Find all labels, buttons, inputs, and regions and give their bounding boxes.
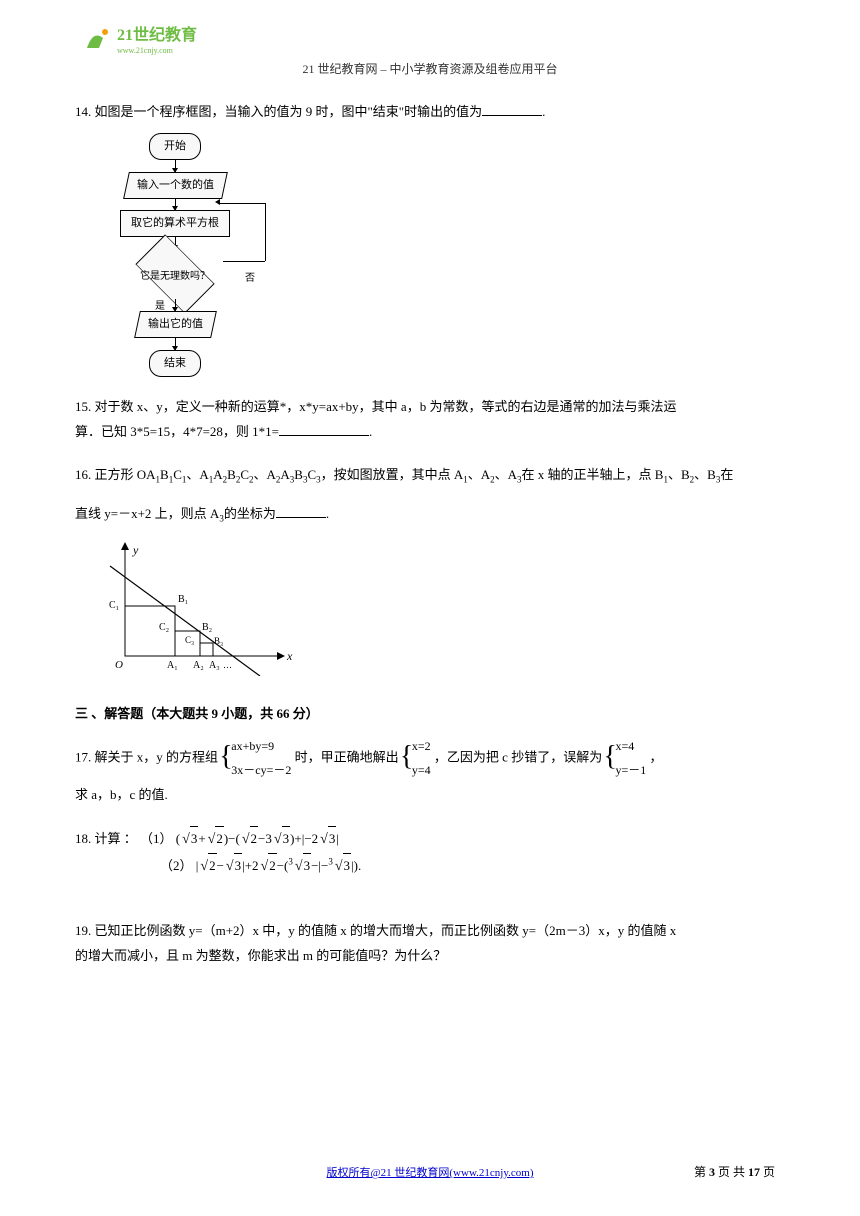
q16-blank bbox=[276, 504, 326, 518]
svg-text:C₂: C₂ bbox=[159, 622, 169, 633]
svg-text:A₁: A₁ bbox=[167, 660, 178, 671]
flow-decision: 它是无理数吗？ bbox=[125, 249, 225, 299]
flow-output: 输出它的值 bbox=[134, 311, 217, 338]
flow-input: 输入一个数的值 bbox=[123, 172, 228, 199]
q14-flowchart: 开始 输入一个数的值 取它的算术平方根 它是无理数吗？ 是 否 输出它的值 结束 bbox=[105, 133, 785, 377]
q16-graph: y x O C₁ B₁ C₂ B₂ C₃ B₃ A₁ A₂ A₃ … bbox=[105, 536, 785, 685]
question-18: 18. 计算 ： （1） (3+2)−(2−33)+|−23| （2） |2−3… bbox=[75, 826, 785, 881]
svg-text:A₂: A₂ bbox=[193, 660, 204, 671]
svg-text:B₁: B₁ bbox=[178, 594, 188, 605]
q17-system-3: x=4 y=－1 bbox=[605, 734, 646, 783]
svg-text:A₃: A₃ bbox=[209, 660, 220, 671]
question-17: 17. 解关于 x，y 的方程组 ax+by=9 3x－cy=－2 时，甲正确地… bbox=[75, 734, 785, 808]
svg-text:B₂: B₂ bbox=[202, 622, 212, 633]
flow-sqrt: 取它的算术平方根 bbox=[120, 210, 230, 237]
header-tagline: 21 世纪教育网 – 中小学教育资源及组卷应用平台 bbox=[0, 60, 860, 77]
site-logo: 21世纪教育 www.21cnjy.com bbox=[75, 20, 225, 64]
question-15: 15. 对于数 x、y，定义一种新的运算*，x*y=ax+by，其中 a，b 为… bbox=[75, 395, 785, 444]
svg-text:y: y bbox=[132, 543, 139, 557]
q19-line2: 的增大而减小，且 m 为整数，你能求出 m 的可能值吗？为什么？ bbox=[75, 948, 446, 963]
flow-end: 结束 bbox=[149, 350, 201, 377]
q18-expr-2: |2−3|+22−(33−|−33|). bbox=[196, 858, 361, 873]
svg-text:O: O bbox=[115, 659, 123, 671]
svg-text:C₁: C₁ bbox=[109, 600, 119, 611]
section-3-title: 三 、解答题（本大题共 9 小题，共 66 分） bbox=[75, 703, 785, 722]
q15-line1: 15. 对于数 x、y，定义一种新的运算*，x*y=ax+by，其中 a，b 为… bbox=[75, 399, 676, 414]
logo-main-text: 21世纪教育 bbox=[117, 25, 197, 44]
question-16: 16. 正方形 OA1B1C1、A1A2B2C2、A2A3B3C3，按如图放置，… bbox=[75, 463, 785, 685]
q15-line2: 算．已知 3*5=15，4*7=28，则 1*1= bbox=[75, 424, 279, 439]
page-number: 第 3 页 共 17 页 bbox=[694, 1163, 775, 1180]
question-14: 14. 如图是一个程序框图，当输入的值为 9 时，图中"结束"时输出的值为. 开… bbox=[75, 100, 785, 377]
q17-line2: 求 a，b，c 的值. bbox=[75, 787, 168, 802]
svg-text:x: x bbox=[286, 649, 293, 663]
page-content: 14. 如图是一个程序框图，当输入的值为 9 时，图中"结束"时输出的值为. 开… bbox=[75, 100, 785, 986]
question-19: 19. 已知正比例函数 y=（m+2）x 中，y 的值随 x 的增大而增大，而正… bbox=[75, 919, 785, 968]
flow-no-label: 否 bbox=[245, 269, 255, 288]
flow-start: 开始 bbox=[149, 133, 201, 160]
q19-line1: 19. 已知正比例函数 y=（m+2）x 中，y 的值随 x 的增大而增大，而正… bbox=[75, 923, 676, 938]
q18-expr-1: (3+2)−(2−33)+|−23| bbox=[176, 831, 339, 846]
q15-blank bbox=[279, 422, 369, 436]
q14-blank bbox=[482, 102, 542, 116]
q17-system-2: x=2 y=4 bbox=[402, 734, 431, 783]
svg-text:B₃: B₃ bbox=[214, 636, 223, 646]
svg-text:…: … bbox=[223, 660, 232, 670]
q17-system-1: ax+by=9 3x－cy=－2 bbox=[221, 734, 291, 783]
q14-text: 14. 如图是一个程序框图，当输入的值为 9 时，图中"结束"时输出的值为 bbox=[75, 104, 482, 119]
logo-sub-text: www.21cnjy.com bbox=[117, 46, 174, 55]
svg-text:C₃: C₃ bbox=[185, 635, 194, 645]
